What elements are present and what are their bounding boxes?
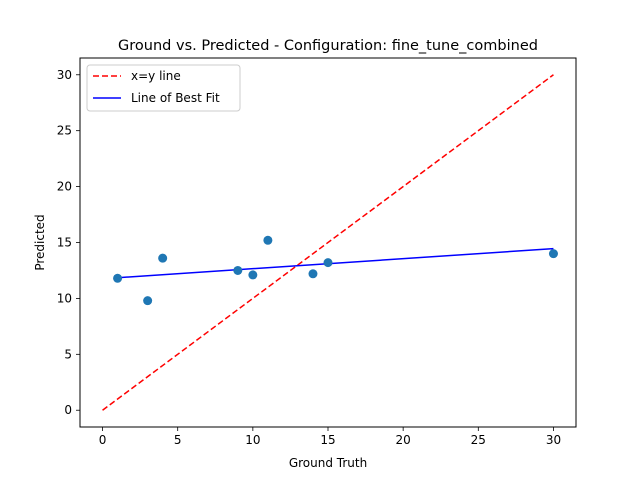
legend: x=y line Line of Best Fit: [86, 64, 241, 112]
y-tick-label: 0: [64, 403, 72, 417]
y-axis: 0 5 10 15 20 25 30: [57, 68, 80, 417]
x-tick-label: 5: [174, 433, 182, 447]
chart-title: Ground vs. Predicted - Configuration: fi…: [118, 38, 538, 54]
data-point: [248, 270, 258, 280]
y-tick-label: 20: [57, 180, 72, 194]
x-tick-label: 20: [396, 433, 411, 447]
x-tick-label: 25: [471, 433, 486, 447]
data-point: [113, 273, 123, 283]
x-tick-label: 30: [546, 433, 561, 447]
best-fit-line: [117, 247, 554, 279]
identity-line: [102, 74, 554, 411]
data-point: [233, 265, 243, 275]
data-point: [308, 269, 318, 279]
data-point: [158, 253, 168, 263]
x-tick-label: 0: [99, 433, 107, 447]
data-point: [143, 296, 153, 306]
y-tick-label: 10: [57, 291, 72, 305]
series-lines: [102, 74, 554, 411]
data-point: [263, 235, 273, 245]
y-tick-label: 5: [64, 347, 72, 361]
y-axis-label: Predicted: [33, 214, 47, 270]
legend-label: x=y line: [131, 69, 181, 83]
x-axis: 0 5 10 15 20 25 30: [99, 427, 561, 447]
data-point: [548, 249, 558, 259]
legend-box: [86, 64, 241, 112]
data-point: [323, 258, 333, 268]
x-tick-label: 10: [245, 433, 260, 447]
legend-label: Line of Best Fit: [131, 91, 220, 105]
scatter-points: [113, 235, 558, 306]
y-tick-label: 15: [57, 236, 72, 250]
y-tick-label: 30: [57, 68, 72, 82]
x-axis-label: Ground Truth: [289, 456, 367, 470]
y-tick-label: 25: [57, 124, 72, 138]
x-tick-label: 15: [320, 433, 335, 447]
